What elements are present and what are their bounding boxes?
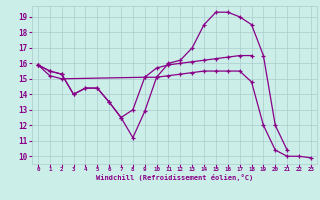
X-axis label: Windchill (Refroidissement éolien,°C): Windchill (Refroidissement éolien,°C) [96, 174, 253, 181]
